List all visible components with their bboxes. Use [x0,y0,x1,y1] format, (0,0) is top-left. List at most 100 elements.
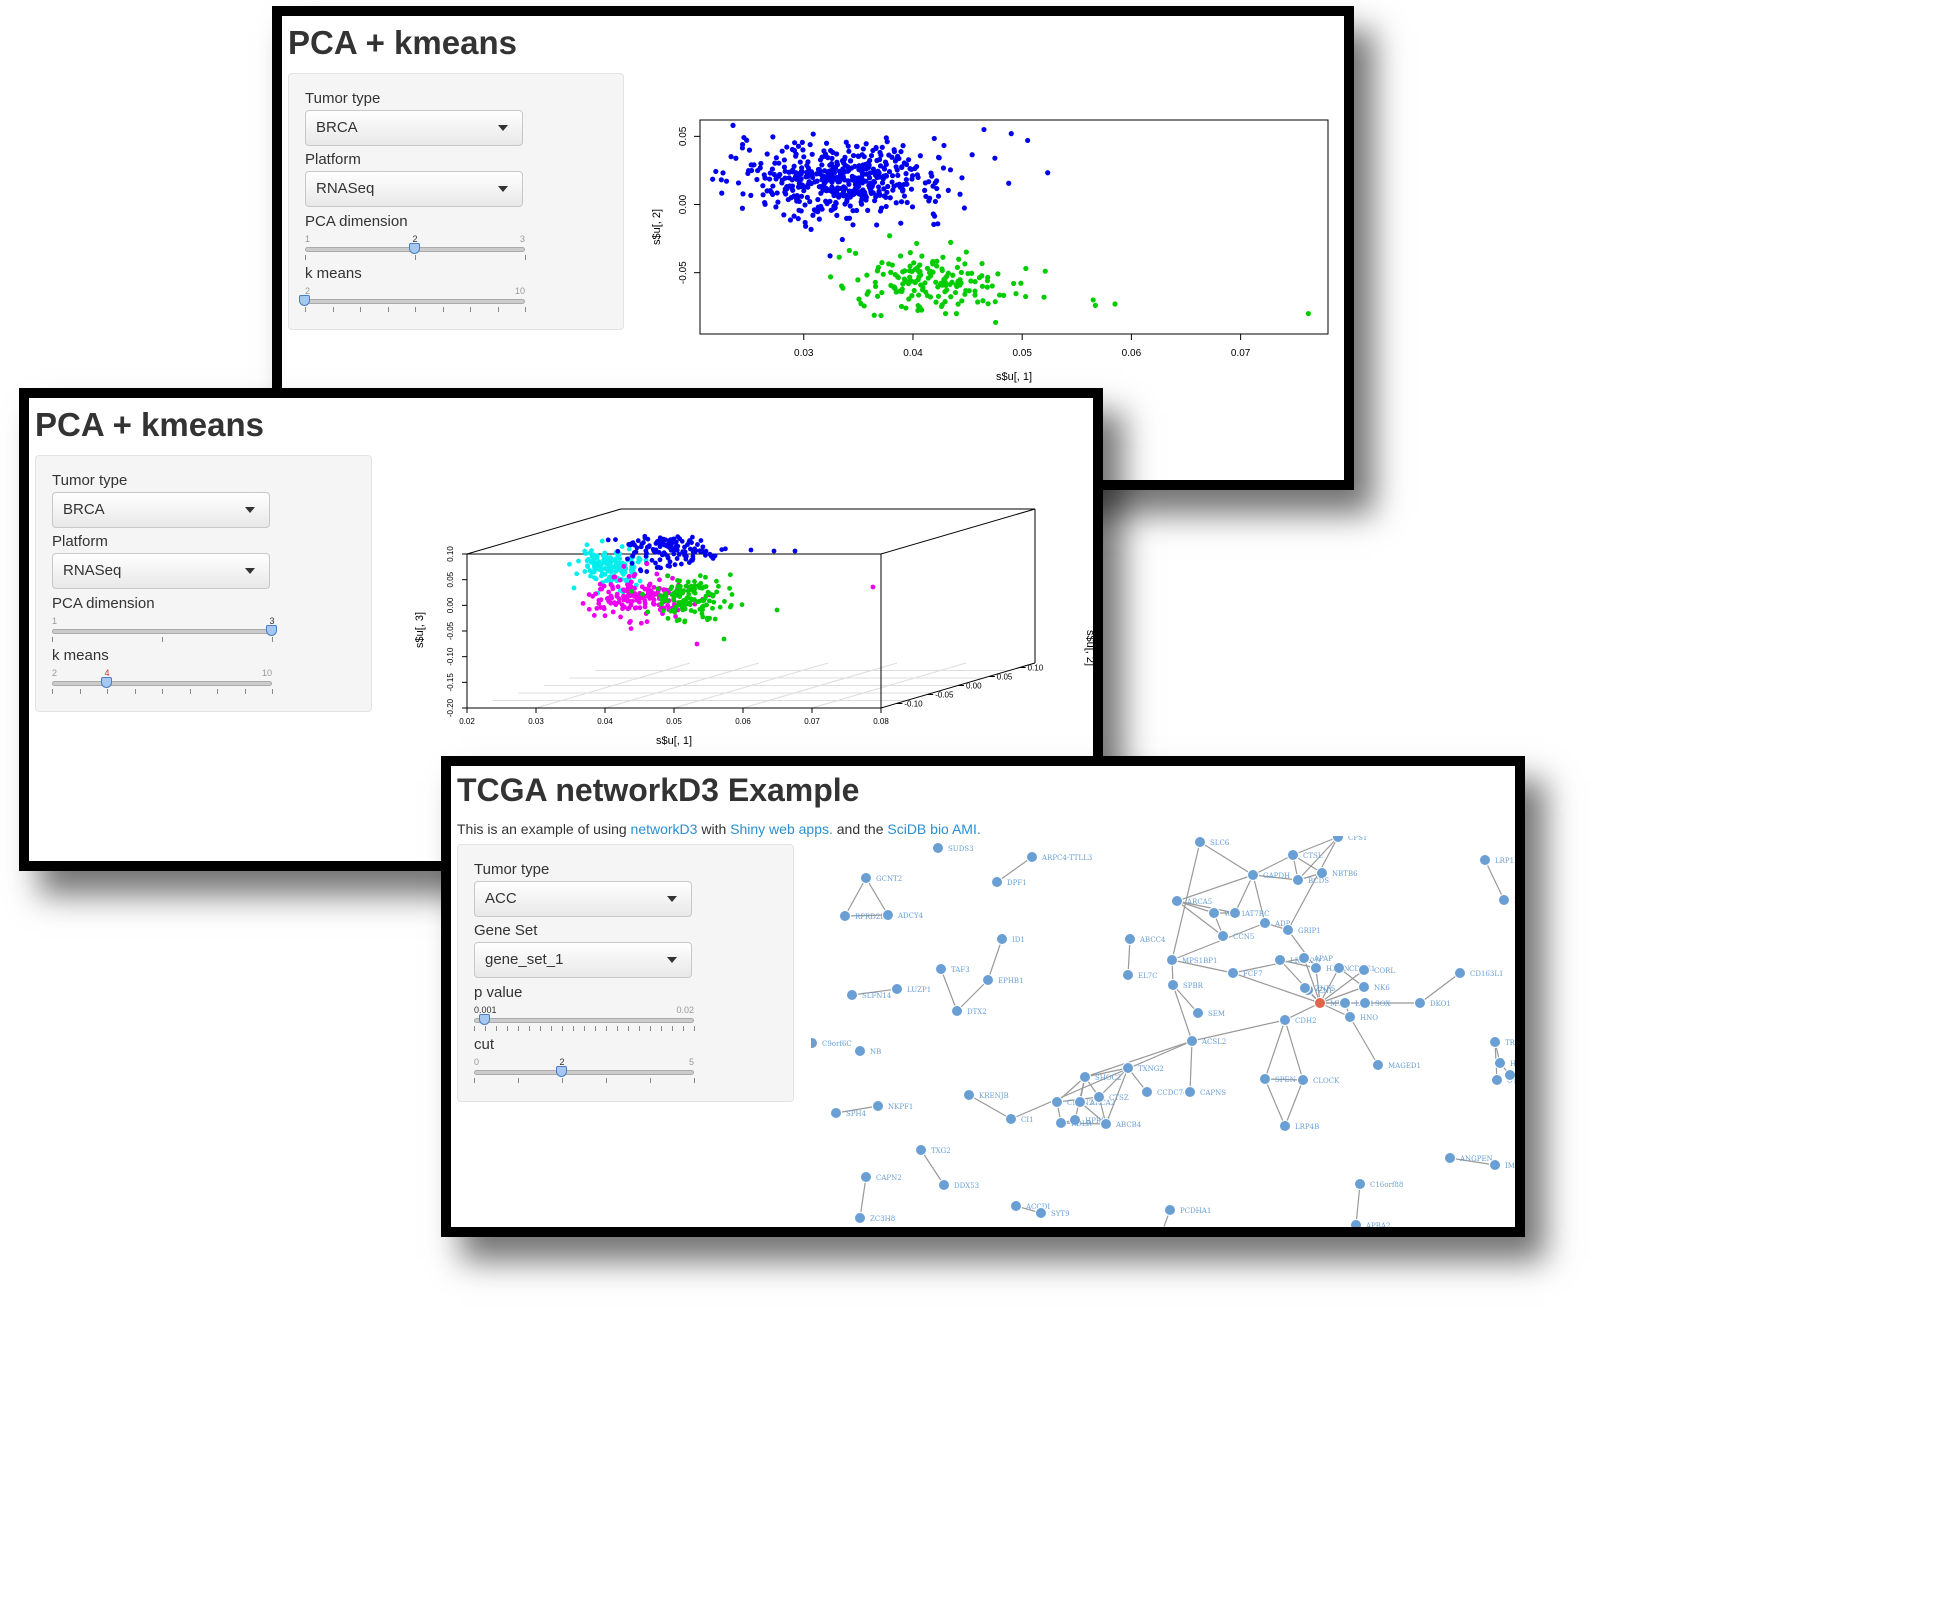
network-node[interactable] [1167,979,1179,991]
network-node[interactable] [1259,917,1271,929]
scidb-link[interactable]: SciDB bio AMI. [887,821,981,837]
network-graph[interactable]: SUDS3 ARPC4-TTLL3 DPF1 GCNT2 RPRD2L1 ADCY4 ID1… [811,836,1525,1237]
network-node[interactable] [1279,1014,1291,1026]
slider-handle[interactable] [556,1066,567,1077]
network-node[interactable] [1414,997,1426,1009]
network-node[interactable] [1372,1059,1384,1071]
network-node[interactable] [1074,1096,1086,1108]
slider-handle[interactable] [266,625,277,636]
network-node[interactable] [1354,1178,1366,1190]
network-node[interactable] [951,1005,963,1017]
network-node[interactable] [1489,1036,1501,1048]
network-node[interactable] [1279,1120,1291,1132]
network-node[interactable] [846,989,858,1001]
tumor-type-select[interactable]: BRCA [305,110,523,146]
network-node[interactable] [1229,907,1241,919]
slider-track[interactable] [474,1070,694,1075]
network-node[interactable] [1504,1069,1516,1081]
slider-handle[interactable] [479,1014,490,1025]
tumor-type-select[interactable]: ACC [474,881,692,917]
network-node[interactable] [1055,1117,1067,1129]
network-node[interactable] [1333,962,1345,974]
network-node[interactable] [1310,962,1322,974]
network-node[interactable] [932,842,944,854]
network-node[interactable] [1069,1114,1081,1126]
slider-handle[interactable] [299,295,310,306]
network-node[interactable] [1122,969,1134,981]
pca-dimension-slider[interactable]: 1 3 2 [305,234,526,260]
network-node[interactable] [1100,1118,1112,1130]
network-node[interactable] [1297,1074,1309,1086]
slider-track[interactable] [52,629,272,634]
network-node[interactable] [882,909,894,921]
network-node[interactable] [830,1107,842,1119]
network-node[interactable] [854,1212,866,1224]
network-node[interactable] [854,1045,866,1057]
network-node[interactable] [1166,954,1178,966]
network-node[interactable] [1491,1074,1503,1086]
network-node[interactable] [938,1179,950,1191]
network-node[interactable] [1093,1091,1105,1103]
network-node[interactable] [1051,1096,1063,1108]
network-node[interactable] [1274,954,1286,966]
network-node[interactable] [1344,1011,1356,1023]
network-node[interactable] [1208,907,1220,919]
network-node[interactable] [1141,1086,1153,1098]
network-node[interactable] [1358,981,1370,993]
network-node[interactable] [1124,933,1136,945]
k-means-slider[interactable]: 2 10 4 [52,668,273,694]
network-node[interactable] [1227,967,1239,979]
platform-select[interactable]: RNASeq [52,553,270,589]
network-node[interactable] [1122,1062,1134,1074]
network-node[interactable] [1010,1200,1022,1212]
network-node[interactable] [1287,849,1299,861]
tumor-type-select[interactable]: BRCA [52,492,270,528]
network-node[interactable] [1299,982,1311,994]
network-node[interactable] [860,1171,872,1183]
network-node[interactable] [1157,1226,1168,1238]
shiny-link[interactable]: Shiny web apps. [730,821,833,837]
network-node[interactable] [1494,1057,1506,1069]
k-means-slider[interactable]: 2 10 [299,286,526,312]
network-node[interactable] [1454,967,1466,979]
network-node[interactable] [1479,854,1491,866]
network-node[interactable] [1192,1007,1204,1019]
network-node[interactable] [1259,1073,1271,1085]
cut-slider[interactable]: 0 5 2 [474,1057,695,1083]
network-node[interactable] [1164,1204,1176,1216]
network-node[interactable] [1079,1071,1091,1083]
network-node[interactable] [1298,952,1310,964]
network-node[interactable] [1194,836,1206,848]
network-node[interactable] [811,1037,818,1049]
platform-select[interactable]: RNASeq [305,171,523,207]
network-node[interactable] [935,963,947,975]
network-node[interactable] [1332,836,1344,843]
network-node[interactable] [1217,930,1229,942]
network-node[interactable] [1247,869,1259,881]
slider-handle[interactable] [101,677,112,688]
slider-handle[interactable] [409,243,420,254]
network-node[interactable] [1282,924,1294,936]
p-value-slider[interactable]: 0.001 0.02 [474,1005,695,1031]
network-node[interactable] [1339,997,1351,1009]
network-node[interactable] [1316,867,1328,879]
network-node[interactable] [963,1089,975,1101]
network-node[interactable] [1005,1113,1017,1125]
slider-track[interactable] [305,299,525,304]
network-node[interactable] [1026,851,1038,863]
network-node[interactable] [1444,1152,1456,1164]
network-node[interactable] [1489,1159,1501,1171]
network-node[interactable] [1498,894,1510,906]
network-node[interactable] [839,910,851,922]
network-node[interactable] [1314,997,1326,1009]
network-node[interactable] [891,983,903,995]
network-node[interactable] [1035,1207,1047,1219]
slider-track[interactable] [52,681,272,686]
network-node[interactable] [1359,997,1371,1009]
network-node[interactable] [915,1144,927,1156]
slider-track[interactable] [474,1018,694,1023]
network-node[interactable] [1171,895,1183,907]
network-node[interactable] [996,933,1008,945]
network-node[interactable] [982,974,994,986]
gene-set-select[interactable]: gene_set_1 [474,942,692,978]
